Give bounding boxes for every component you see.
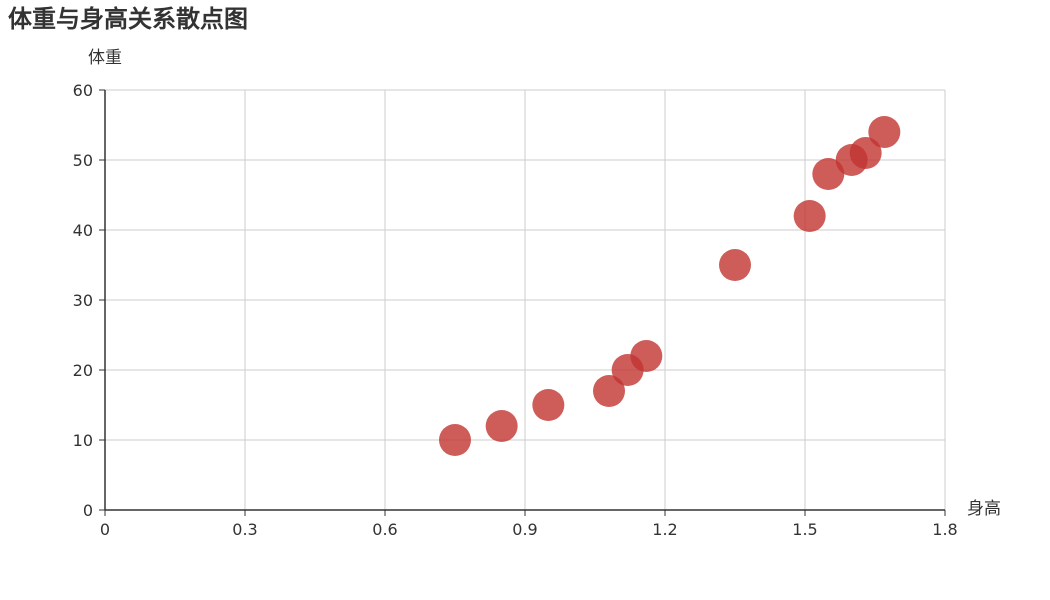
scatter-point[interactable]	[630, 340, 663, 372]
x-axis-label: 身高	[967, 499, 1001, 519]
y-tick-label: 10	[73, 431, 93, 450]
data-points	[439, 116, 901, 456]
x-tick-label: 0.3	[232, 520, 257, 539]
x-tick-label: 1.2	[652, 520, 677, 539]
scatter-point[interactable]	[719, 249, 751, 281]
y-tick-label: 60	[73, 81, 93, 100]
x-axis-ticks: 0 0.3 0.6 0.9 1.2 1.5 1.8	[100, 510, 958, 539]
scatter-point[interactable]	[849, 137, 882, 169]
x-tick-label: 1.8	[932, 520, 957, 539]
scatter-point[interactable]	[793, 200, 826, 232]
x-tick-label: 0.9	[512, 520, 537, 539]
y-tick-label: 20	[73, 361, 93, 380]
grid-lines	[105, 89, 946, 510]
scatter-point[interactable]	[593, 375, 625, 407]
chart-title: 体重与身高关系散点图	[8, 5, 248, 33]
x-tick-label: 0.6	[372, 520, 397, 539]
scatter-point[interactable]	[812, 158, 845, 190]
scatter-point[interactable]	[868, 116, 901, 148]
y-tick-label: 50	[73, 151, 93, 170]
scatter-point[interactable]	[439, 424, 471, 456]
x-tick-label: 1.5	[792, 520, 817, 539]
y-axis-label: 体重	[88, 48, 122, 68]
y-tick-label: 40	[73, 221, 93, 240]
y-tick-label: 30	[73, 291, 93, 310]
x-tick-label: 0	[100, 520, 110, 539]
scatter-point[interactable]	[532, 389, 565, 421]
y-axis-ticks: 0 10 20 30 40 50 60	[73, 81, 105, 520]
y-tick-label: 0	[83, 501, 93, 520]
scatter-point[interactable]	[485, 410, 518, 442]
